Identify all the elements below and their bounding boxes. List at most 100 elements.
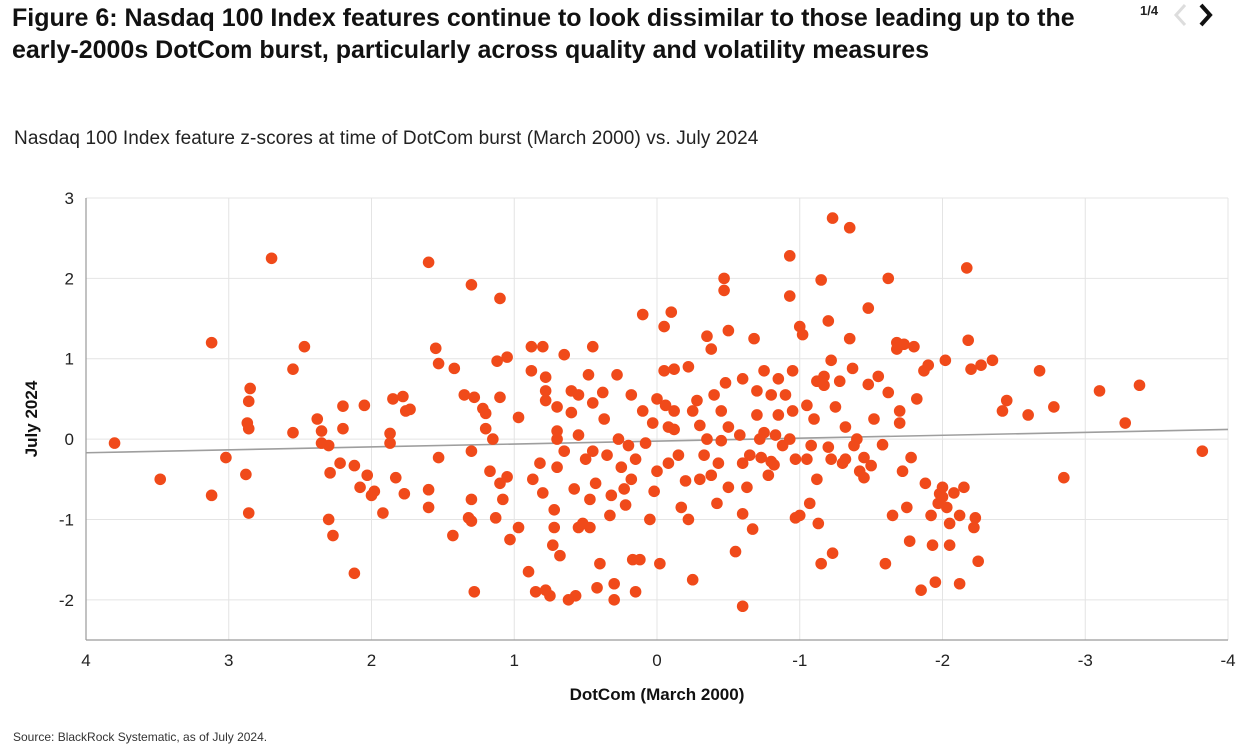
data-point <box>705 343 718 355</box>
y-tick-label: 0 <box>65 430 74 449</box>
data-point <box>822 315 835 327</box>
data-point <box>287 363 299 375</box>
data-point <box>501 351 513 363</box>
data-point <box>465 278 478 291</box>
data-point <box>568 483 581 495</box>
data-point <box>468 391 481 404</box>
data-point <box>646 417 659 429</box>
chevron-right-icon[interactable] <box>1198 3 1214 32</box>
data-point <box>936 491 949 503</box>
data-point <box>691 394 703 407</box>
data-point <box>539 385 552 397</box>
data-point <box>722 324 735 337</box>
data-point <box>368 485 381 498</box>
data-point <box>658 320 670 333</box>
data-point <box>868 413 880 425</box>
data-point <box>808 413 820 425</box>
data-point <box>315 425 328 437</box>
data-point <box>537 487 549 499</box>
data-point <box>625 473 638 486</box>
data-point <box>965 363 977 375</box>
y-axis-label: July 2024 <box>22 380 41 457</box>
data-point <box>298 340 311 353</box>
data-point <box>605 489 618 502</box>
grid-lines <box>85 197 1229 640</box>
data-point <box>622 439 635 452</box>
data-point <box>205 489 218 502</box>
y-tick-label: -1 <box>59 510 74 529</box>
data-point <box>658 364 670 377</box>
data-point <box>686 405 699 417</box>
data-point <box>494 391 506 404</box>
data-point <box>636 308 649 321</box>
data-point <box>915 584 927 596</box>
data-point <box>429 342 442 355</box>
data-point <box>465 445 478 457</box>
data-point <box>619 499 632 511</box>
data-point <box>494 292 506 305</box>
data-point <box>572 429 585 441</box>
data-point <box>525 364 538 377</box>
data-point <box>361 469 374 482</box>
data-point <box>768 459 780 471</box>
data-point <box>765 389 777 401</box>
data-point <box>783 433 796 445</box>
data-point <box>958 481 970 494</box>
data-point <box>879 557 892 570</box>
data-point <box>882 272 895 285</box>
data-point <box>525 340 538 353</box>
data-point <box>348 459 361 472</box>
source-note: Source: BlackRock Systematic, as of July… <box>13 730 268 744</box>
data-point <box>986 354 999 367</box>
data-point <box>736 373 749 385</box>
data-point <box>741 481 753 494</box>
data-point <box>586 340 599 353</box>
data-point <box>701 330 713 343</box>
x-tick-label: 0 <box>652 651 661 670</box>
data-point <box>701 433 713 445</box>
data-point <box>591 581 603 594</box>
data-point <box>865 459 877 472</box>
scatter-chart: 3 2 1 0 -1 -2 4 3 2 1 0 -1 -2 -3 -4 DotCom (March 2000… <box>22 189 1236 704</box>
data-point <box>534 457 546 470</box>
data-point <box>512 521 525 534</box>
chart-subtitle: Nasdaq 100 Index feature z-scores at tim… <box>14 128 759 149</box>
data-point <box>1093 385 1106 397</box>
data-point <box>479 407 492 420</box>
data-point <box>348 567 361 580</box>
data-point <box>926 539 939 551</box>
data-point <box>815 274 827 286</box>
data-point <box>1048 401 1060 413</box>
data-point <box>668 363 680 375</box>
data-point <box>686 573 699 586</box>
data-point <box>465 515 478 527</box>
data-point <box>1022 409 1034 421</box>
data-point <box>634 553 646 566</box>
data-point <box>718 284 730 297</box>
data-point <box>886 509 899 522</box>
data-point <box>719 377 732 389</box>
data-point <box>769 429 782 441</box>
chevron-left-icon[interactable] <box>1172 3 1188 32</box>
data-point <box>504 533 516 546</box>
data-point <box>872 370 885 383</box>
data-point <box>898 338 910 351</box>
data-point <box>694 419 706 432</box>
data-point <box>679 475 692 487</box>
data-point <box>387 393 399 405</box>
data-point <box>901 501 913 514</box>
data-point <box>793 509 806 522</box>
data-point <box>377 507 389 519</box>
data-point <box>803 497 816 510</box>
data-point <box>422 501 435 514</box>
data-point <box>584 521 596 534</box>
data-point <box>682 513 695 526</box>
data-point <box>354 481 366 494</box>
data-point <box>287 426 299 439</box>
data-point <box>582 369 595 381</box>
data-point <box>922 359 935 371</box>
data-point <box>584 493 596 506</box>
data-point <box>975 359 987 371</box>
data-point <box>815 557 827 570</box>
data-point <box>758 364 770 377</box>
